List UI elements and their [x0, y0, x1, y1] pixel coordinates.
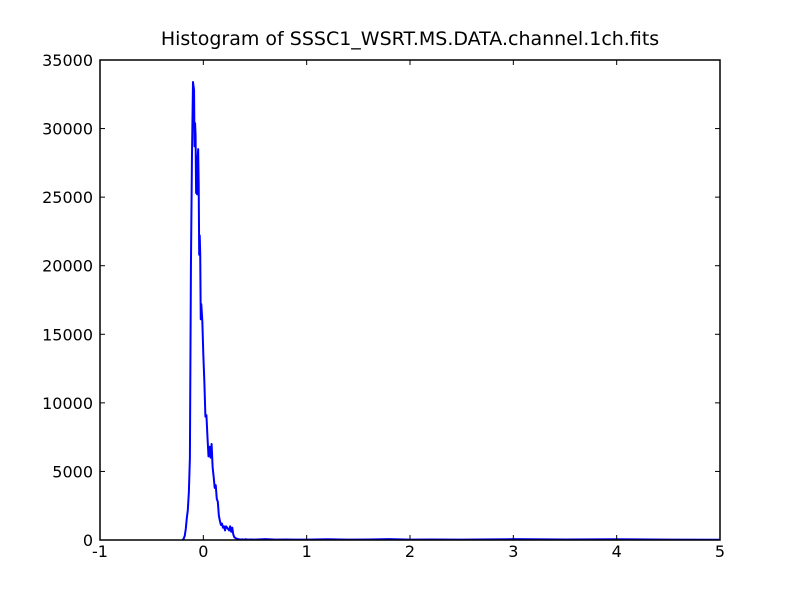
x-tick-label: 3 [508, 542, 518, 561]
x-tick-label: 0 [198, 542, 208, 561]
y-tick-label: 10000 [42, 394, 93, 413]
x-tick-label: 2 [405, 542, 415, 561]
y-tick-label: 5000 [52, 462, 93, 481]
y-tick-label: 0 [83, 531, 93, 550]
y-tick-label: 35000 [42, 51, 93, 70]
x-tick-label: -1 [92, 542, 108, 561]
y-tick-label: 15000 [42, 325, 93, 344]
y-tick-label: 20000 [42, 257, 93, 276]
y-tick-label: 25000 [42, 188, 93, 207]
axes: -1 0 1 2 3 4 505000100001500020000250003000035… [42, 51, 725, 561]
chart-title: Histogram of SSSC1_WSRT.MS.DATA.channel.… [161, 28, 659, 50]
x-tick-label: 5 [715, 542, 725, 561]
x-tick-label: 4 [612, 542, 622, 561]
x-tick-label: 1 [302, 542, 312, 561]
y-tick-label: 30000 [42, 120, 93, 139]
